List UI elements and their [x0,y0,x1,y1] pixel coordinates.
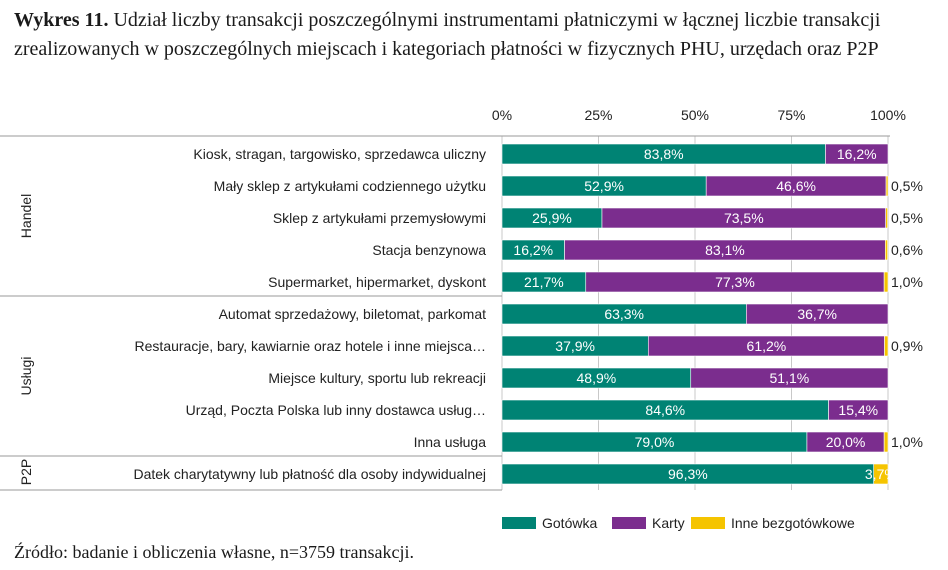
data-label: 0,5% [891,210,923,226]
data-label: 20,0% [826,434,866,450]
data-label: 25,9% [532,210,572,226]
bar-segment [873,463,889,485]
category-label: Stacja benzynowa [372,242,486,258]
data-label: 73,5% [724,210,764,226]
data-label: 51,1% [770,370,810,386]
data-label: 61,2% [747,338,787,354]
legend-label: Gotówka [542,515,597,531]
data-label: 63,3% [604,306,644,322]
data-label: 83,8% [644,146,684,162]
legend-swatch [612,517,646,529]
bar-segment [690,367,889,389]
chart-title-text: Udział liczby transakcji poszczególnymi … [14,9,881,60]
legend-swatch [502,517,536,529]
data-label: 37,9% [555,338,595,354]
data-label: 21,7% [524,274,564,290]
data-label: 84,6% [645,402,685,418]
category-label: Urząd, Poczta Polska lub inny dostawca u… [186,402,486,418]
bar-segment [885,207,888,229]
group-label: Usługi [18,357,34,396]
bar-segment [884,239,888,261]
bar-segment [883,431,889,453]
bar-segment [885,175,889,197]
data-label: 15,4% [838,402,878,418]
bar-segment [884,335,889,357]
category-label: Sklep z artykułami przemysłowymi [273,210,486,226]
data-label: 96,3% [668,466,708,482]
category-label: Automat sprzedażowy, biletomat, parkomat [219,306,487,322]
chart-title: Wykres 11. Udział liczby transakcji posz… [14,6,939,64]
group-label: P2P [18,459,34,485]
data-label: 52,9% [584,178,624,194]
category-label: Supermarket, hipermarket, dyskont [268,274,486,290]
legend-swatch [691,517,725,529]
category-label: Datek charytatywny lub płatność dla osob… [133,466,486,482]
category-label: Inna usługa [414,434,487,450]
legend-label: Karty [652,515,685,531]
data-label: 3,7% [865,466,897,482]
data-label: 79,0% [635,434,675,450]
data-label: 16,2% [513,242,553,258]
data-label: 0,5% [891,178,923,194]
chart-title-prefix: Wykres 11. [14,9,109,31]
x-tick-label: 75% [777,107,805,123]
source-note: Źródło: badanie i obliczenia własne, n=3… [14,542,415,562]
category-label: Kiosk, stragan, targowisko, sprzedawca u… [193,146,486,162]
legend-label: Inne bezgotówkowe [731,515,855,531]
data-label: 48,9% [577,370,617,386]
data-label: 77,3% [715,274,755,290]
data-label: 0,9% [891,338,923,354]
data-label: 36,7% [797,306,837,322]
data-label: 0,6% [891,242,923,258]
group-label: Handel [18,194,34,238]
data-label: 16,2% [837,146,877,162]
data-label: 46,6% [776,178,816,194]
x-tick-label: 25% [584,107,612,123]
bar-segment [746,303,889,325]
bar-segment [883,271,889,293]
category-label: Mały sklep z artykułami codziennego użyt… [214,178,486,194]
data-label: 1,0% [891,274,923,290]
x-tick-label: 50% [681,107,709,123]
data-label: 1,0% [891,434,923,450]
bar-segment [828,399,889,421]
data-label: 83,1% [705,242,745,258]
category-label: Miejsce kultury, sportu lub rekreacji [268,370,486,386]
x-tick-label: 0% [492,107,512,123]
x-tick-label: 100% [870,107,906,123]
category-label: Restauracje, bary, kawiarnie oraz hotele… [135,338,486,354]
bar-segment [825,143,889,165]
